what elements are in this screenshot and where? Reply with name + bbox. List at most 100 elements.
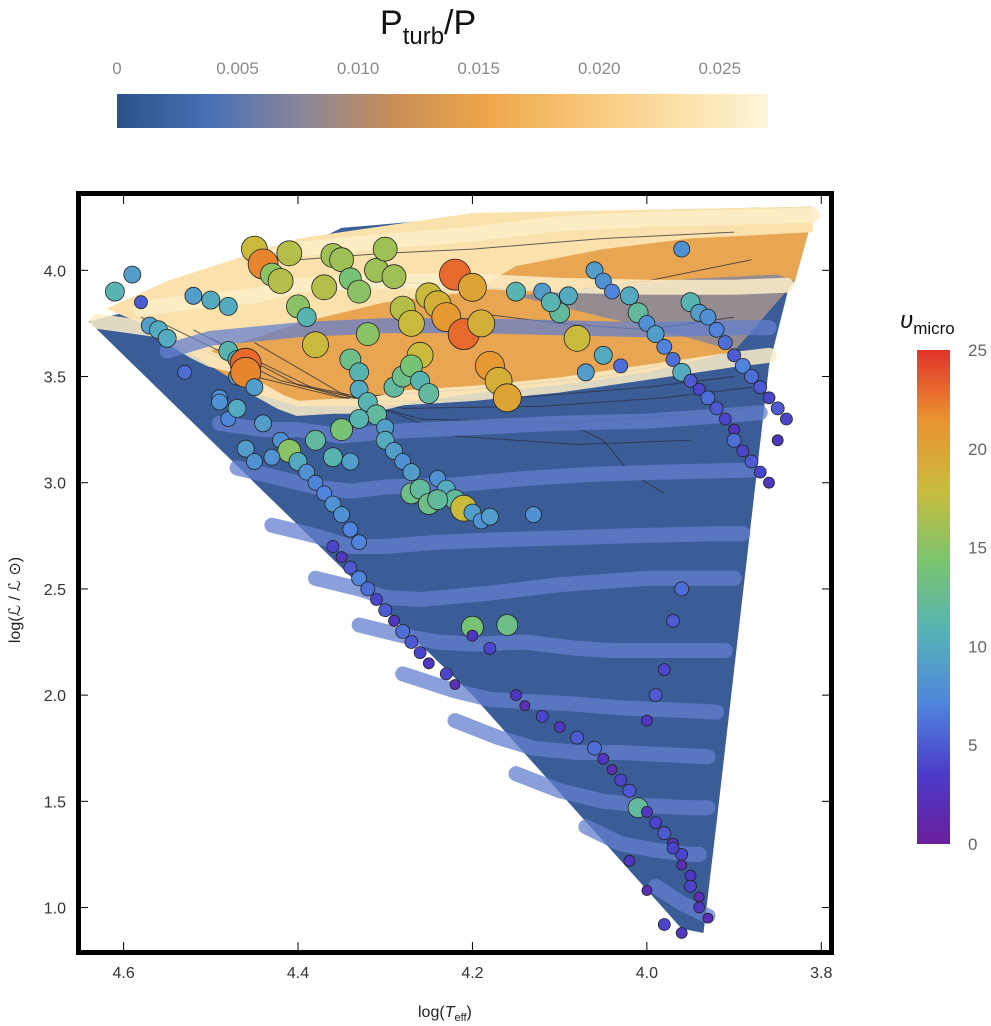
star-point <box>606 764 618 775</box>
y-axis-tick-label: 2.0 <box>44 688 66 705</box>
star-point <box>349 362 370 383</box>
evolutionary-track <box>648 878 716 924</box>
star-point <box>541 292 561 313</box>
star-point <box>413 646 427 659</box>
star-point <box>673 240 691 258</box>
star-point <box>395 624 411 639</box>
star-point <box>370 593 383 606</box>
star-point <box>665 352 681 367</box>
star-point <box>335 551 348 563</box>
plot-frame <box>76 191 834 955</box>
star-point <box>211 393 228 411</box>
star-point <box>298 463 316 481</box>
star-point <box>727 348 741 363</box>
star-point <box>570 730 584 745</box>
star-point <box>134 295 148 310</box>
star-point <box>305 429 326 451</box>
star-point <box>563 324 591 352</box>
star-point <box>302 331 329 359</box>
x-axis-tick-label: 4.4 <box>287 965 309 982</box>
evolutionary-track <box>508 766 716 816</box>
star-point <box>700 390 716 406</box>
top-colorbar-tick-label: 0.010 <box>337 59 380 78</box>
y-axis-tick-label: 3.5 <box>44 370 66 387</box>
y-axis-ticks: 1.0 1.5 2.0 2.5 3.0 3.5 4.0 <box>44 263 830 918</box>
star-point <box>245 378 264 397</box>
star-point <box>157 328 177 348</box>
star-point <box>307 474 324 491</box>
star-point <box>355 322 380 347</box>
right-colorbar-tick-label: 10 <box>968 637 987 656</box>
star-point <box>227 398 247 418</box>
star-point <box>614 773 628 787</box>
y-axis-label: log(ℒ / ℒ ⊙) <box>7 557 24 643</box>
star-point <box>236 439 255 458</box>
star-point <box>553 721 566 733</box>
star-point <box>780 412 793 426</box>
star-point <box>402 463 421 482</box>
star-point <box>744 369 759 384</box>
star-point <box>763 476 775 489</box>
top-colorbar-ticks: 0 0.005 0.010 0.015 0.020 0.025 <box>112 59 741 78</box>
star-point <box>683 373 698 388</box>
star-point <box>641 714 653 727</box>
star-point <box>666 613 680 628</box>
star-point <box>496 614 519 636</box>
star-point <box>646 325 665 344</box>
star-point <box>381 264 407 290</box>
star-point <box>343 560 358 575</box>
star-point <box>267 268 294 294</box>
star-point <box>427 489 449 511</box>
star-point <box>457 272 487 302</box>
star-point <box>718 412 732 426</box>
star-point <box>666 841 680 855</box>
contour-line <box>193 329 752 409</box>
star-point <box>676 859 688 871</box>
y-axis-tick-label: 3.0 <box>44 476 66 493</box>
star-point <box>492 383 522 413</box>
star-point <box>684 869 697 882</box>
star-point <box>316 485 333 502</box>
top-colorbar-tick-label: 0.005 <box>216 59 259 78</box>
star-point <box>699 308 717 326</box>
star-point <box>263 448 281 466</box>
star-point <box>341 452 360 471</box>
top-colorbar: Pturb/P 0 0.005 0.010 0.015 0.020 0.025 <box>112 4 768 128</box>
star-point <box>622 783 637 798</box>
star-point <box>404 635 419 649</box>
star-point <box>674 581 690 597</box>
star-point <box>418 383 440 404</box>
star-point <box>708 321 725 338</box>
star-point <box>771 434 784 447</box>
star-point <box>702 912 714 924</box>
star-point <box>734 357 751 374</box>
star-point <box>360 581 376 597</box>
star-point <box>604 283 620 300</box>
star-point <box>351 534 368 551</box>
evolutionary-track <box>159 318 777 359</box>
star-point <box>770 401 785 416</box>
star-point <box>656 338 673 355</box>
star-point <box>422 657 435 670</box>
top-colorbar-title: Pturb/P <box>380 4 476 50</box>
plot-area: 4.6 4.4 4.2 4.0 3.8 1.0 1.5 2.0 2.5 3.0 3.5 4.0 lo… <box>7 191 834 1024</box>
star-point <box>506 281 526 302</box>
top-colorbar-tick-label: 0 <box>112 59 121 78</box>
right-colorbar-gradient <box>917 350 950 844</box>
evolutionary-track <box>578 819 707 862</box>
star-point <box>245 453 263 470</box>
y-axis-tick-label: 1.0 <box>44 901 66 918</box>
y-axis-tick-label: 2.5 <box>44 582 66 599</box>
star-point <box>693 901 706 914</box>
star-point <box>693 891 705 903</box>
star-point <box>177 364 193 380</box>
star-point <box>593 345 613 365</box>
x-axis-tick-label: 3.8 <box>810 965 832 982</box>
evolutionary-track <box>212 405 768 444</box>
star-point <box>480 507 499 526</box>
star-point <box>349 409 370 429</box>
evolutionary-track <box>89 313 777 416</box>
top-colorbar-tick-label: 0.020 <box>578 59 621 78</box>
star-point <box>736 444 750 458</box>
